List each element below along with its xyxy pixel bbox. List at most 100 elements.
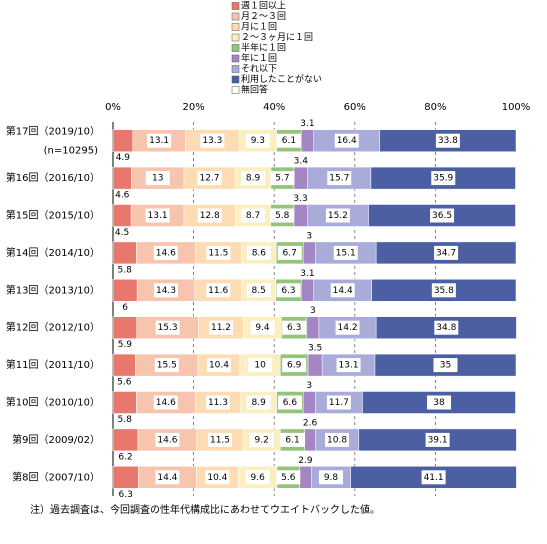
bar-segment [300, 129, 314, 152]
value-label-box [276, 283, 301, 298]
value-label-box [250, 320, 275, 335]
value-label-box [147, 133, 172, 148]
value-label: 5.9 [118, 340, 133, 350]
value-label: 3.3 [293, 194, 307, 204]
value-label-box [277, 245, 302, 260]
value-label: 14.6 [156, 248, 176, 258]
legend-swatch [231, 75, 240, 84]
value-label: 6.9 [287, 361, 302, 371]
value-label-box [270, 208, 295, 223]
category-label: 第16回（2016/10） [6, 171, 100, 184]
bar-segment [300, 279, 314, 302]
value-label: 15.1 [336, 248, 356, 258]
value-label: 34.7 [436, 248, 456, 258]
value-label: 14.6 [156, 398, 176, 408]
bar-segment [112, 204, 132, 227]
value-label: 14.4 [333, 286, 353, 296]
value-label: 39.1 [428, 435, 448, 445]
value-label: 13 [152, 174, 163, 184]
value-label-box [326, 395, 351, 410]
value-label-box [249, 432, 274, 447]
bar-segment [112, 279, 138, 302]
value-label-box [431, 171, 456, 186]
value-label-box [330, 283, 355, 298]
value-label: 9.2 [255, 435, 269, 445]
value-label-box [145, 208, 170, 223]
bar-segment [307, 353, 323, 377]
value-label-box [207, 432, 232, 447]
value-label: 9.8 [324, 473, 339, 483]
value-label-box [206, 245, 231, 260]
value-label: 13.1 [339, 361, 359, 371]
value-label-box [333, 245, 358, 260]
value-label-box [153, 245, 178, 260]
bar-segment [112, 353, 136, 377]
x-tick-label: 0% [105, 102, 121, 113]
value-label-box [197, 171, 222, 186]
value-label: 6 [122, 303, 128, 313]
value-label: 8.9 [246, 174, 261, 184]
category-label: 第9回（2009/02） [12, 433, 100, 446]
bar-segment [112, 129, 133, 152]
category-label: 第11回（2011/10） [6, 358, 100, 371]
bar-segment [302, 241, 316, 265]
bar-segment [293, 204, 308, 227]
value-label-box [206, 358, 231, 373]
x-tick-label: 100% [502, 102, 531, 113]
value-label: 6.3 [119, 490, 133, 500]
value-label-box [270, 171, 295, 186]
value-label: 5.8 [275, 211, 290, 221]
value-label-box [327, 171, 352, 186]
value-label: 35 [440, 361, 451, 371]
legend-swatch [231, 54, 240, 63]
footnote: 注）過去調査は、今回調査の性年代構成比にあわせてウエイトバックした値。 [30, 503, 380, 516]
bar-segment [302, 391, 316, 414]
value-label-box [282, 358, 307, 373]
value-label-box [280, 432, 305, 447]
value-label-box [246, 395, 271, 410]
value-label-box [241, 171, 266, 186]
value-label: 38 [433, 398, 445, 408]
value-label: 6.3 [281, 286, 295, 296]
legend-label: 利用したことがない [241, 73, 322, 85]
legend-swatch [231, 44, 240, 52]
bar-segment [299, 466, 312, 489]
value-label: 16.4 [337, 136, 357, 146]
value-label: 35.8 [434, 286, 454, 296]
value-label-box [334, 133, 359, 148]
value-label: 11.2 [211, 323, 231, 333]
legend-swatch [231, 33, 240, 42]
value-label-box [335, 320, 360, 335]
value-label: 15.2 [328, 211, 348, 221]
legend-label: 月２～３回 [241, 11, 286, 22]
legend-label: ２～３ヶ月に１回 [241, 32, 313, 43]
value-label: 6.1 [282, 136, 296, 146]
bar-segment [112, 316, 138, 339]
value-label-box [431, 283, 456, 298]
value-label: 10.4 [209, 361, 229, 371]
value-label-box [154, 358, 179, 373]
bar-segment [112, 466, 139, 489]
value-label: 8.5 [252, 286, 266, 296]
value-label: 10.8 [327, 435, 347, 445]
category-label: 第13回（2013/10） [6, 283, 100, 296]
value-label-box [200, 133, 225, 148]
value-label-box [427, 395, 452, 410]
value-label: 6.1 [285, 435, 299, 445]
value-label: 34.8 [436, 323, 456, 333]
value-label: 13.1 [149, 136, 169, 146]
value-label: 10 [254, 361, 266, 371]
value-label: 8.6 [252, 248, 267, 258]
value-label: 12.8 [200, 211, 220, 221]
value-label-box [282, 320, 307, 335]
bar-segment [304, 428, 316, 452]
value-label-box [433, 358, 458, 373]
value-label: 3.1 [300, 119, 314, 129]
legend-label: 月に１回 [241, 22, 277, 33]
value-label-box [246, 245, 271, 260]
value-label-box [435, 133, 460, 148]
bar-segment [112, 428, 139, 452]
legend-swatch [231, 2, 240, 10]
value-label-box [336, 358, 361, 373]
